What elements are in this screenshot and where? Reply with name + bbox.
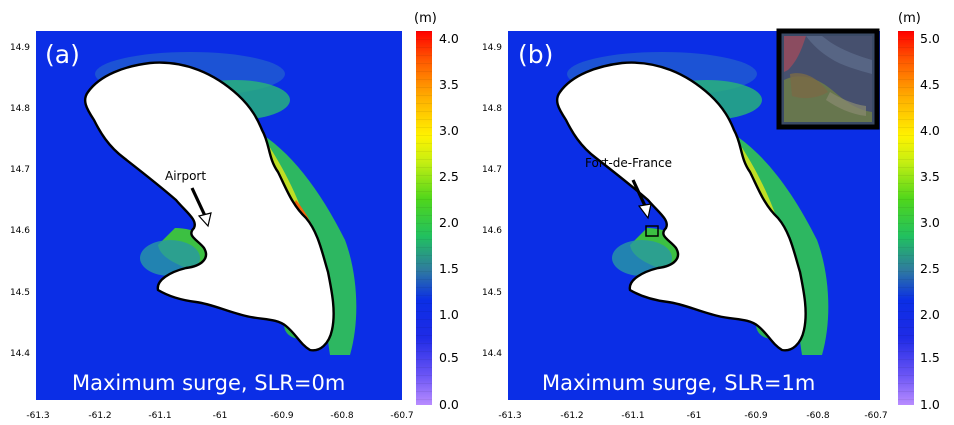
colorbar-tick: 1.5	[439, 261, 459, 276]
x-axis-a: -61.3 -61.2 -61.1 -61 -60.9 -60.8 -60.7	[26, 411, 413, 421]
x-tick: -61.1	[148, 411, 171, 421]
y-tick: 14.9	[10, 43, 30, 53]
panel-label-a: (a)	[45, 40, 80, 69]
x-tick: -61	[213, 411, 228, 421]
x-tick: -61.3	[498, 411, 521, 421]
x-tick: -61.2	[560, 411, 583, 421]
caption-a: Maximum surge, SLR=0m	[72, 371, 345, 395]
annotation-label-b: Fort-de-France	[585, 156, 672, 170]
x-tick: -61.2	[88, 411, 111, 421]
colorbar-tick: 2.5	[920, 261, 940, 276]
colorbar-tick: 2.5	[439, 169, 459, 184]
y-tick: 14.4	[10, 349, 30, 359]
y-tick: 14.8	[482, 104, 502, 114]
colorbar-tick: 1.5	[920, 350, 940, 365]
colorbar-tick: 2.0	[920, 307, 940, 322]
x-tick: -61.1	[621, 411, 644, 421]
y-tick: 14.6	[482, 226, 502, 236]
aerial-photo-inset	[776, 28, 880, 130]
colorbar-tick: 3.0	[920, 215, 940, 230]
colorbar-tick: 1.0	[920, 397, 940, 412]
x-tick: -60.8	[806, 411, 830, 421]
y-axis-b: 14.9 14.8 14.7 14.6 14.5 14.4	[482, 43, 502, 359]
colorbar-tick: 4.5	[920, 77, 940, 92]
x-tick: -60.9	[744, 411, 768, 421]
x-axis-b: -61.3 -61.2 -61.1 -61 -60.9 -60.8 -60.7	[498, 411, 887, 421]
panel-label-b: (b)	[518, 40, 553, 69]
colorbar-tick: 3.0	[439, 123, 459, 138]
panel-a: Airport (a) Maximum surge, SLR=0m 14.9 1…	[10, 11, 459, 421]
x-tick: -60.7	[390, 411, 413, 421]
colorbar-tick: 0.0	[439, 397, 459, 412]
colorbar-tick: 4.0	[920, 123, 940, 138]
y-tick: 14.5	[10, 288, 30, 298]
caption-b: Maximum surge, SLR=1m	[542, 371, 815, 395]
y-tick: 14.9	[482, 43, 502, 53]
y-tick: 14.7	[482, 165, 502, 175]
colorbar-tick: 4.0	[439, 31, 459, 46]
x-tick: -60.9	[270, 411, 294, 421]
colorbar-b: (m) 5.0 4.5 4.0 3.5 3.0 2.5 2.0 1.5 1.0	[898, 11, 940, 412]
x-tick: -60.8	[330, 411, 354, 421]
y-axis-a: 14.9 14.8 14.7 14.6 14.5 14.4	[10, 43, 30, 359]
x-tick: -60.7	[864, 411, 887, 421]
colorbar-unit: (m)	[898, 11, 921, 26]
annotation-label-a: Airport	[165, 169, 206, 183]
location-box	[645, 225, 659, 237]
colorbar-tick: 5.0	[920, 31, 940, 46]
colorbar-a: (m) 4.0 3.5 3.0 2.5 2.0 1.5 1.0 0.5 0.0	[414, 11, 459, 412]
colorbar-tick: 1.0	[439, 307, 459, 322]
y-tick: 14.8	[10, 104, 30, 114]
annotation-arrow	[190, 187, 208, 219]
colorbar-unit: (m)	[414, 11, 437, 26]
x-tick: -61.3	[26, 411, 49, 421]
y-tick: 14.7	[10, 165, 30, 175]
y-tick: 14.5	[482, 288, 502, 298]
colorbar-tick: 0.5	[439, 350, 459, 365]
y-tick: 14.6	[10, 226, 30, 236]
panel-b: Fort-de-France (b) Maximum surge, SLR=1m…	[482, 11, 940, 421]
annotation-arrow	[631, 179, 648, 209]
colorbar-tick: 2.0	[439, 215, 459, 230]
x-tick: -61	[687, 411, 702, 421]
colorbar-tick: 3.5	[920, 169, 940, 184]
colorbar-tick: 3.5	[439, 77, 459, 92]
y-tick: 14.4	[482, 349, 502, 359]
